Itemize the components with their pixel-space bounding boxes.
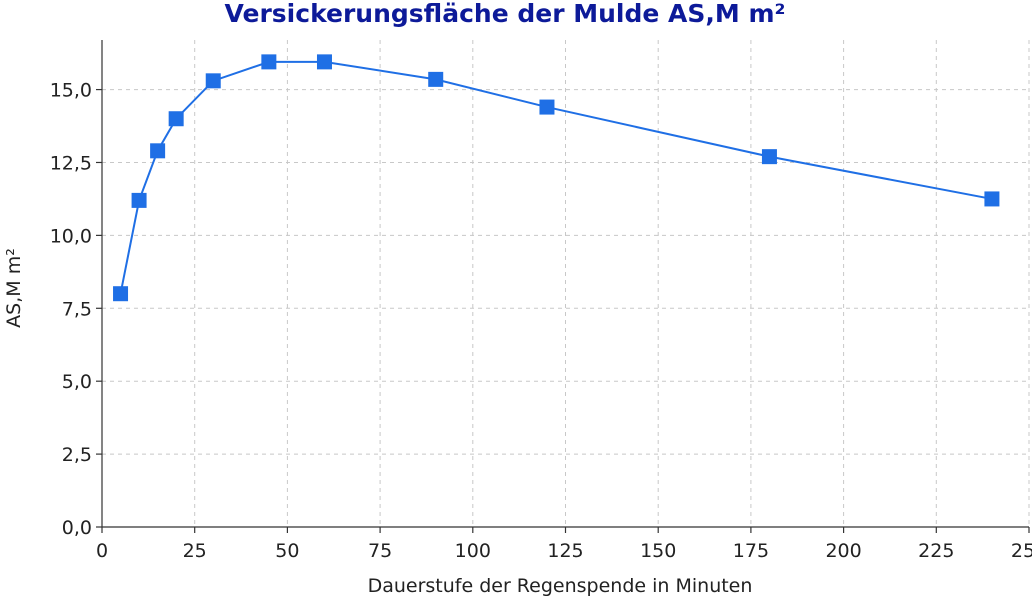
- data-point: [113, 286, 129, 302]
- data-point: [316, 54, 332, 70]
- y-tick-label: 7,5: [62, 298, 92, 320]
- y-axis-label: AS,M m²: [3, 248, 25, 328]
- chart-title: Versickerungsfläche der Mulde AS,M m²: [225, 0, 786, 28]
- x-tick-label: 250: [1011, 540, 1032, 562]
- x-tick-label: 200: [825, 540, 861, 562]
- data-point: [150, 143, 166, 159]
- y-tick-label: 12,5: [50, 152, 92, 174]
- x-tick-label: 225: [918, 540, 954, 562]
- data-point: [205, 73, 221, 89]
- data-point: [984, 191, 1000, 207]
- x-tick-label: 175: [733, 540, 769, 562]
- x-tick-label: 125: [547, 540, 583, 562]
- data-point: [428, 71, 444, 87]
- x-axis-label: Dauerstufe der Regenspende in Minuten: [368, 575, 753, 597]
- y-tick-label: 10,0: [50, 225, 92, 247]
- x-tick-label: 0: [96, 540, 108, 562]
- x-tick-label: 50: [275, 540, 299, 562]
- grid: [102, 40, 1030, 527]
- x-tick-label: 100: [455, 540, 491, 562]
- data-point: [131, 192, 147, 208]
- ticks: 0 25 50 75 100 125 150 175 200 225 250 0,0 2,5 5,0 7,5…: [50, 80, 1032, 562]
- series-line: [119, 60, 993, 294]
- y-tick-label: 2,5: [62, 444, 92, 466]
- y-tick-label: 5,0: [62, 371, 92, 393]
- y-tick-label: 0,0: [62, 517, 92, 539]
- x-tick-label: 150: [640, 540, 676, 562]
- data-point: [761, 149, 777, 165]
- x-tick-label: 25: [183, 540, 207, 562]
- series: [113, 54, 1000, 302]
- data-point: [261, 54, 277, 70]
- y-tick-label: 15,0: [50, 80, 92, 102]
- data-point: [168, 111, 184, 127]
- data-point: [539, 99, 555, 115]
- x-tick-label: 75: [368, 540, 392, 562]
